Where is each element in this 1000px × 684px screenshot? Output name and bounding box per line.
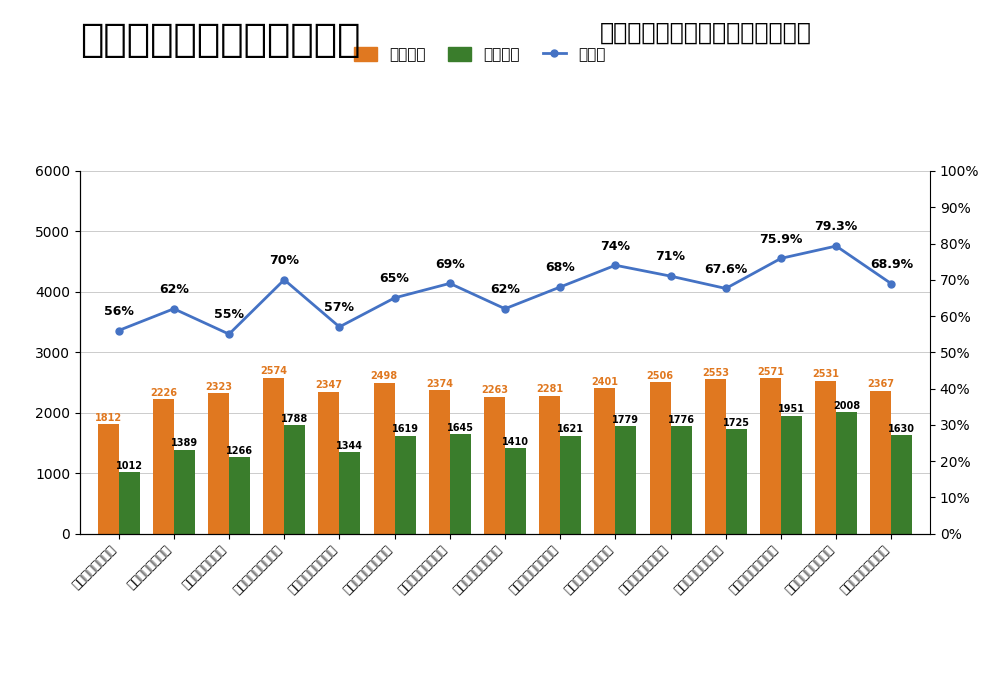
Text: 1621: 1621 [557, 424, 584, 434]
Text: 1389: 1389 [171, 438, 198, 448]
Text: 1788: 1788 [281, 414, 308, 424]
Text: 2553: 2553 [702, 368, 729, 378]
Text: 69%: 69% [435, 258, 465, 271]
Text: 75.9%: 75.9% [759, 233, 803, 246]
Bar [815, 380, 836, 534]
Text: 2498: 2498 [371, 371, 398, 381]
Bar [174, 449, 195, 534]
Text: 62%: 62% [159, 283, 189, 296]
Bar [119, 473, 140, 534]
Text: 68%: 68% [545, 261, 575, 274]
Text: 2374: 2374 [426, 378, 453, 389]
Text: 2281: 2281 [536, 384, 563, 394]
Bar [153, 399, 174, 534]
Text: 1619: 1619 [392, 424, 419, 434]
Text: 2263: 2263 [481, 385, 508, 395]
Legend: 受験者数, 合格者数, 合格率: 受験者数, 合格者数, 合格率 [348, 41, 611, 68]
Text: 67.6%: 67.6% [704, 263, 747, 276]
Bar [318, 392, 339, 534]
Bar [505, 448, 526, 534]
Text: 1812: 1812 [95, 412, 122, 423]
Bar [671, 426, 692, 534]
Text: 1630: 1630 [888, 423, 915, 434]
Bar [395, 436, 416, 534]
Text: 1725: 1725 [723, 418, 750, 428]
Text: 1645: 1645 [447, 423, 474, 432]
Bar [339, 452, 360, 534]
Bar [891, 435, 912, 534]
Text: 1012: 1012 [116, 461, 143, 471]
Text: 71%: 71% [656, 250, 686, 263]
Bar [760, 378, 781, 534]
Text: 2506: 2506 [647, 371, 674, 380]
Bar [98, 424, 119, 534]
Bar [450, 434, 471, 534]
Bar [263, 378, 284, 534]
Text: 56%: 56% [104, 305, 134, 318]
Bar [836, 412, 857, 534]
Text: 2226: 2226 [150, 388, 177, 397]
Bar [229, 457, 250, 534]
Text: 1344: 1344 [336, 440, 363, 451]
Text: 57%: 57% [324, 301, 354, 314]
Text: 55%: 55% [214, 308, 244, 321]
Bar [429, 390, 450, 534]
Bar [208, 393, 229, 534]
Text: 2401: 2401 [591, 377, 618, 387]
Text: 79.3%: 79.3% [815, 220, 858, 233]
Bar [484, 397, 505, 534]
Text: 1779: 1779 [612, 415, 639, 425]
Bar [594, 389, 615, 534]
Text: 2367: 2367 [867, 379, 894, 389]
Text: 1266: 1266 [226, 445, 253, 456]
Text: 2531: 2531 [812, 369, 839, 379]
Bar [705, 379, 726, 534]
Text: 言語聴覚士国家試験の推移: 言語聴覚士国家試験の推移 [80, 21, 360, 59]
Bar [374, 382, 395, 534]
Text: 65%: 65% [380, 272, 410, 285]
Text: 2008: 2008 [833, 401, 860, 410]
Bar [560, 436, 581, 534]
Bar [615, 426, 636, 534]
Text: 2571: 2571 [757, 367, 784, 377]
Bar [870, 391, 891, 534]
Text: 2323: 2323 [205, 382, 232, 392]
Text: 1410: 1410 [502, 437, 529, 447]
Bar [284, 425, 305, 534]
Text: 74%: 74% [600, 239, 630, 252]
Text: 2574: 2574 [260, 367, 287, 376]
Text: 70%: 70% [269, 254, 299, 267]
Bar [539, 396, 560, 534]
Text: （受験者数・合格者数・合格率）: （受験者数・合格者数・合格率） [600, 21, 812, 44]
Bar [781, 416, 802, 534]
Text: 2347: 2347 [315, 380, 342, 390]
Text: 1776: 1776 [668, 415, 695, 425]
Text: 68.9%: 68.9% [870, 258, 913, 271]
Text: 62%: 62% [490, 283, 520, 296]
Bar [726, 430, 747, 534]
Bar [650, 382, 671, 534]
Text: 1951: 1951 [778, 404, 805, 414]
